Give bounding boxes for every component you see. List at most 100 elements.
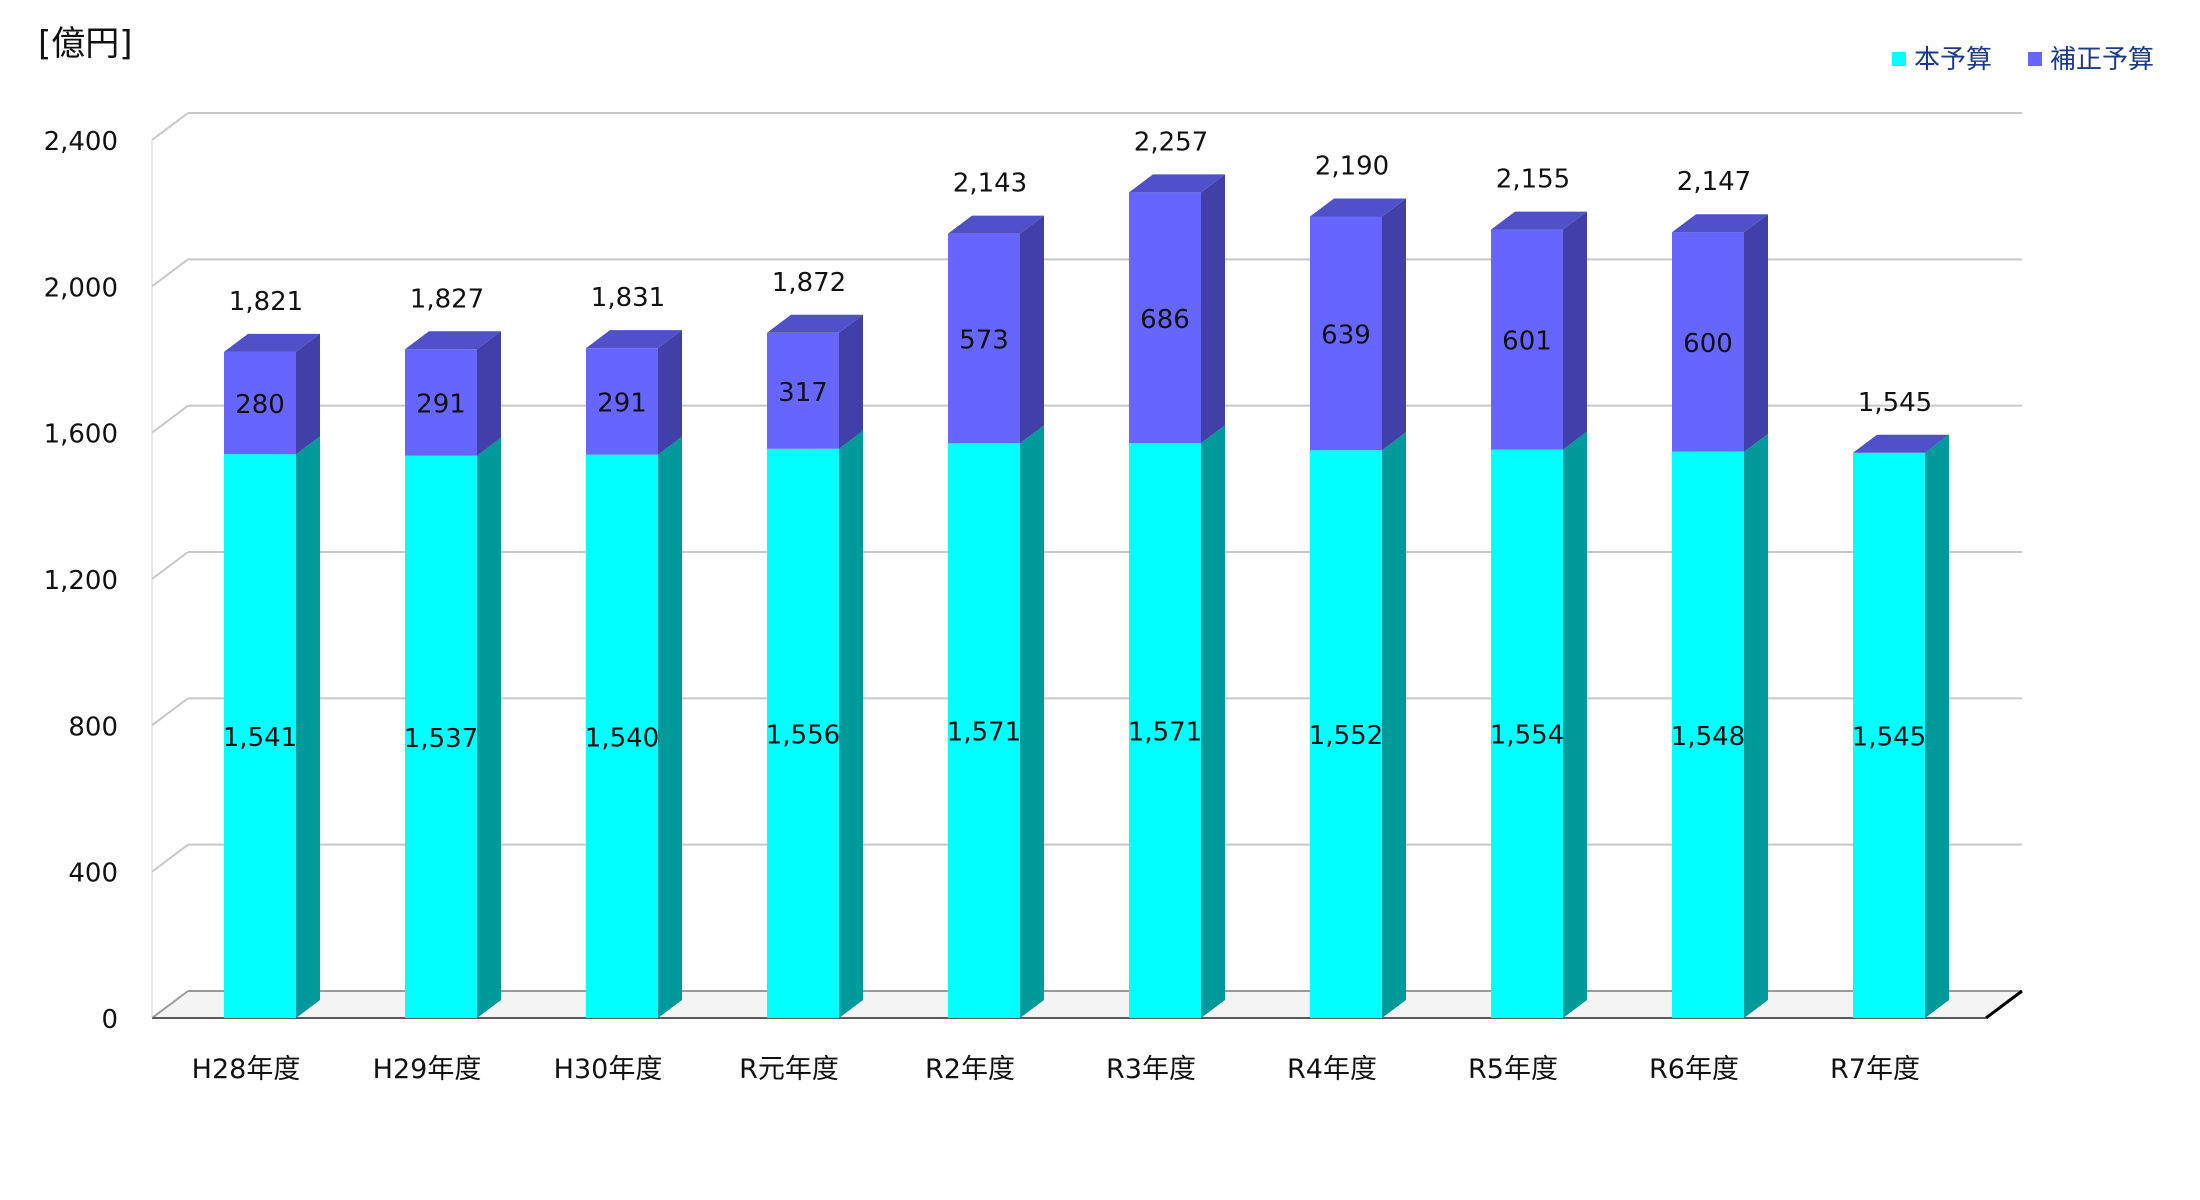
bar-supplementary-budget-front	[767, 332, 839, 449]
x-tick-label: H30年度	[554, 1054, 663, 1085]
y-tick-label: 0	[101, 1005, 118, 1035]
legend-label-supplementary-budget: 補正予算	[2050, 45, 2154, 75]
bar-main-budget-side	[296, 436, 320, 1018]
data-label-supplementary: 291	[416, 389, 466, 419]
bar-main-budget-side	[1382, 432, 1406, 1018]
bar-main-budget-front	[1310, 450, 1382, 1018]
floor-edge-left	[151, 990, 189, 1019]
bar-main-budget-front	[1129, 443, 1201, 1018]
bar-main-budget-front	[1491, 449, 1563, 1018]
total-label: 2,190	[1315, 151, 1389, 181]
bars-layer	[224, 174, 1949, 1019]
data-label-main: 1,537	[404, 724, 478, 754]
bar-supplementary-budget-top	[1310, 198, 1406, 217]
total-label: 2,257	[1134, 127, 1208, 157]
bar-main-budget-side	[1925, 434, 1949, 1019]
bar-supplementary-budget	[1672, 214, 1768, 452]
legend-label-main-budget: 本予算	[1914, 45, 1992, 75]
data-label-main: 1,554	[1490, 721, 1564, 751]
data-label-supplementary: 291	[597, 388, 647, 418]
total-label: 1,545	[1858, 388, 1932, 418]
bar-supplementary-budget-side	[1201, 174, 1225, 444]
bar-supplementary-budget-front	[1310, 216, 1382, 451]
y-tick-label: 1,600	[44, 420, 118, 450]
bar-main-budget-side	[1563, 431, 1587, 1018]
bar-main-budget-front	[586, 454, 658, 1018]
data-label-supplementary: 686	[1140, 305, 1190, 335]
bar-supplementary-budget-front	[1129, 192, 1201, 444]
gridline-diagonal	[151, 843, 189, 873]
bar-supplementary-budget	[405, 331, 501, 456]
data-label-supplementary: 573	[959, 325, 1009, 355]
bar-supplementary-budget-side	[296, 333, 320, 455]
x-tick-label: H28年度	[192, 1054, 301, 1085]
x-tick-label: R3年度	[1106, 1054, 1196, 1085]
bar-main-budget-side	[477, 437, 501, 1018]
data-label-supplementary: 639	[1321, 320, 1371, 350]
bar-main-budget-side	[658, 436, 682, 1018]
bar-supplementary-budget-front	[405, 349, 477, 456]
y-tick-label: 2,400	[44, 127, 118, 157]
bar-main-budget-side	[839, 430, 863, 1019]
bar-supplementary-budget	[1129, 174, 1225, 444]
legend-swatch-main-budget	[1892, 52, 1906, 66]
bar-supplementary-budget-side	[1563, 211, 1587, 450]
bar-supplementary-budget-side	[839, 314, 863, 449]
y-tick-label: 1,200	[44, 566, 118, 596]
bar-main-budget	[1672, 433, 1768, 1018]
bar-main-budget	[767, 430, 863, 1019]
x-tick-label: R6年度	[1649, 1054, 1739, 1085]
bar-main-budget-top	[1853, 434, 1949, 453]
bar-main-budget-front	[767, 448, 839, 1019]
bar-main-budget	[948, 425, 1044, 1018]
bar-supplementary-budget-front	[948, 233, 1020, 444]
bar-main-budget	[405, 437, 501, 1018]
y-tick-label: 2,000	[44, 273, 118, 303]
bar-supplementary-budget-side	[1020, 215, 1044, 444]
bar-supplementary-budget-side	[1744, 214, 1768, 452]
y-tick-label: 400	[68, 859, 118, 889]
bar-supplementary-budget-front	[1672, 232, 1744, 452]
bar-supplementary-budget-top	[586, 330, 682, 349]
bar-supplementary-budget	[1491, 211, 1587, 450]
total-label: 1,821	[229, 287, 303, 317]
floor-edge-right	[1985, 989, 2023, 1020]
gridline-diagonal	[151, 258, 189, 288]
total-label: 1,827	[410, 284, 484, 314]
data-label-main: 1,540	[585, 723, 659, 753]
bar-supplementary-budget-front	[1491, 229, 1563, 450]
bar-supplementary-budget	[224, 333, 320, 455]
bar-supplementary-budget-top	[1672, 214, 1768, 233]
labels-layer: 280 1,541 1,821 291 1,537 1,827 291 1,540 1,831 3…	[223, 127, 1932, 754]
bar-main-budget	[586, 436, 682, 1018]
bar-main-budget	[1853, 434, 1949, 1019]
y-tick-label: 800	[68, 712, 118, 742]
bar-main-budget-side	[1201, 425, 1225, 1018]
bar-supplementary-budget-top	[224, 333, 320, 352]
data-label-supplementary: 600	[1683, 329, 1733, 359]
bar-supplementary-budget-top	[1129, 174, 1225, 193]
bar-supplementary-budget-top	[948, 215, 1044, 234]
data-label-supplementary: 601	[1502, 327, 1552, 357]
bar-supplementary-budget-front	[586, 348, 658, 455]
data-label-main: 1,571	[1128, 718, 1202, 748]
bar-supplementary-budget-side	[658, 330, 682, 455]
data-label-supplementary: 280	[235, 390, 285, 420]
total-label: 2,155	[1496, 165, 1570, 195]
bar-main-budget-side	[1744, 433, 1768, 1018]
bar-main-budget	[1310, 432, 1406, 1018]
total-label: 1,872	[772, 268, 846, 298]
bar-supplementary-budget-side	[477, 331, 501, 456]
x-tick-label: R4年度	[1287, 1054, 1377, 1085]
data-label-main: 1,556	[766, 720, 840, 750]
total-label: 2,147	[1677, 167, 1751, 197]
data-label-main: 1,545	[1852, 722, 1926, 752]
total-label: 1,831	[591, 283, 665, 313]
bar-main-budget-front	[405, 455, 477, 1018]
gridline-diagonal	[151, 112, 189, 141]
bar-supplementary-budget	[767, 314, 863, 449]
bar-supplementary-budget-side	[1382, 198, 1406, 451]
bar-main-budget-side	[1020, 425, 1044, 1018]
bar-main-budget	[1129, 425, 1225, 1018]
